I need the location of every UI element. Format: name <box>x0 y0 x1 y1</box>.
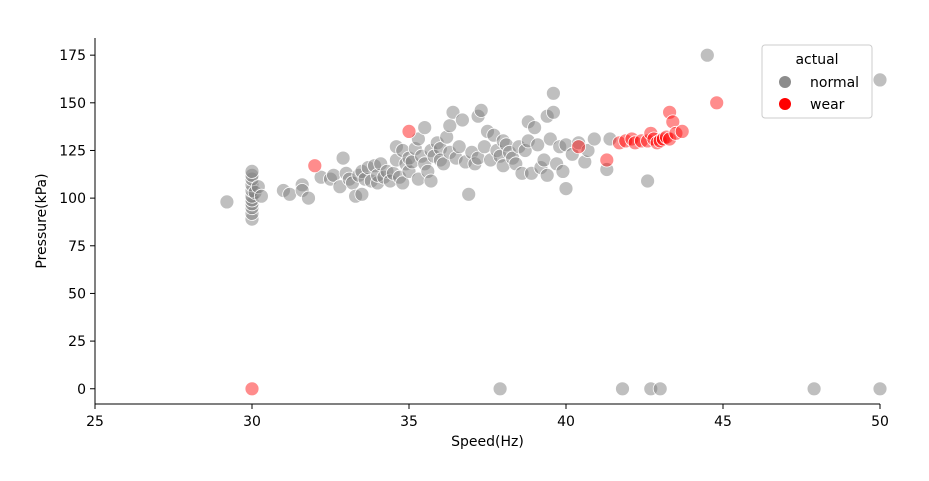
point-normal-74 <box>461 186 477 202</box>
legend-marker-wear <box>779 98 791 110</box>
point-normal-14 <box>253 188 269 204</box>
point-normal-80 <box>476 139 492 155</box>
point-wear-2 <box>401 123 417 139</box>
point-normal-101 <box>536 152 552 168</box>
y-tick-label-125: 125 <box>59 143 86 159</box>
point-wear-18 <box>662 104 677 120</box>
point-wear-1 <box>307 158 323 174</box>
point-normal-126 <box>806 381 822 397</box>
point-normal-116 <box>586 131 602 147</box>
point-normal-115 <box>580 143 596 158</box>
point-normal-112 <box>564 146 580 162</box>
point-normal-123 <box>615 381 630 397</box>
y-tick-label-175: 175 <box>59 48 86 64</box>
point-normal-67 <box>442 118 458 134</box>
point-normal-59 <box>423 173 439 189</box>
legend-label-wear: wear <box>810 97 845 113</box>
point-normal-57 <box>417 120 433 135</box>
point-wear-10 <box>640 133 655 149</box>
y-tick-label-0: 0 <box>77 382 86 398</box>
point-normal-24 <box>335 150 351 166</box>
x-tick-label-35: 35 <box>400 414 418 430</box>
point-normal-46 <box>395 175 411 191</box>
x-tick-label-40: 40 <box>557 414 575 430</box>
point-normal-19 <box>301 190 316 206</box>
point-normal-111 <box>558 181 574 197</box>
legend-marker-normal <box>779 76 791 88</box>
point-normal-98 <box>527 120 542 135</box>
point-normal-125 <box>652 381 668 397</box>
point-normal-105 <box>546 104 561 120</box>
point-wear-17 <box>662 131 677 147</box>
y-tick-label-150: 150 <box>59 96 86 112</box>
point-wear-8 <box>627 135 643 151</box>
legend-label-normal: normal <box>810 75 859 91</box>
point-normal-0 <box>219 194 235 210</box>
point-normal-127 <box>872 381 888 397</box>
point-normal-122 <box>492 381 508 397</box>
x-tick-label-50: 50 <box>871 414 889 430</box>
legend-box <box>761 44 873 119</box>
y-axis-title: Pressure(kPa) <box>34 173 50 268</box>
point-normal-16 <box>282 186 298 202</box>
x-tick-label-25: 25 <box>86 414 104 430</box>
y-tick-label-25: 25 <box>68 334 86 350</box>
point-normal-71 <box>451 139 467 155</box>
point-normal-119 <box>640 173 655 189</box>
point-normal-79 <box>473 103 489 118</box>
point-wear-19 <box>665 114 681 130</box>
point-normal-72 <box>454 112 470 128</box>
legend-title: actual <box>795 52 838 68</box>
x-tick-label-45: 45 <box>714 414 732 430</box>
point-normal-109 <box>555 163 571 179</box>
y-tick-label-50: 50 <box>68 286 86 302</box>
point-wear-3 <box>571 139 586 155</box>
point-wear-4 <box>599 152 615 168</box>
point-wear-6 <box>618 133 634 149</box>
y-tick-label-75: 75 <box>68 239 86 255</box>
point-normal-99 <box>530 137 546 153</box>
point-normal-118 <box>602 131 618 147</box>
point-normal-120 <box>699 47 715 63</box>
point-normal-102 <box>539 167 555 183</box>
point-normal-65 <box>436 156 451 172</box>
point-wear-20 <box>668 125 684 141</box>
point-normal-121 <box>872 72 888 88</box>
point-wear-0 <box>244 381 260 397</box>
point-normal-11 <box>244 163 260 179</box>
point-wear-22 <box>709 95 725 111</box>
legend: actual normal wear <box>761 44 873 119</box>
points-layer <box>219 47 888 397</box>
point-normal-31 <box>354 186 370 202</box>
x-tick-label-30: 30 <box>243 414 261 430</box>
x-axis-title: Speed(Hz) <box>451 434 524 450</box>
point-wear-21 <box>674 123 690 139</box>
y-tick-label-100: 100 <box>59 191 86 207</box>
point-normal-106 <box>546 85 561 101</box>
